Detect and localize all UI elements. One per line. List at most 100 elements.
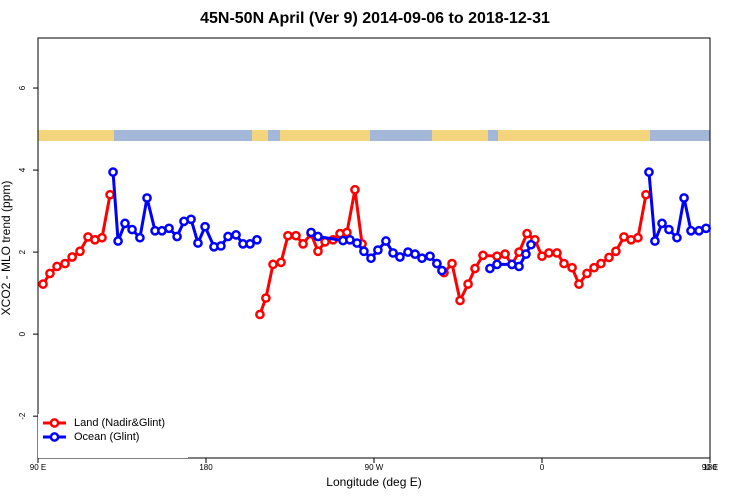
x-tick-label: 90 W xyxy=(365,463,384,472)
data-point xyxy=(432,258,442,269)
chart-title: 45N-50N April (Ver 9) 2014-09-06 to 2018… xyxy=(200,10,550,27)
data-point xyxy=(306,227,316,238)
data-point xyxy=(672,232,682,243)
y-tick-label: 4 xyxy=(18,167,27,172)
data-point xyxy=(276,257,286,268)
data-point xyxy=(611,246,621,257)
data-point xyxy=(67,252,78,262)
land-strip xyxy=(252,130,268,141)
data-point xyxy=(216,241,226,251)
y-tick-label: 0 xyxy=(18,331,27,336)
x-tick-label: 0 xyxy=(540,463,545,472)
data-point xyxy=(679,193,689,203)
data-point xyxy=(381,236,391,246)
data-point xyxy=(164,223,174,234)
land-strip xyxy=(432,130,488,141)
data-point xyxy=(552,248,562,258)
ocean-strip xyxy=(38,130,710,141)
data-point xyxy=(492,251,502,262)
data-point xyxy=(437,265,447,276)
x-tick-label: 90 E xyxy=(30,463,46,472)
data-point xyxy=(596,258,606,269)
legend-marker xyxy=(49,432,60,442)
data-point xyxy=(514,261,524,272)
data-point xyxy=(633,232,643,243)
data-point xyxy=(60,258,70,269)
data-point xyxy=(298,239,308,249)
legend-label: Ocean (Glint) xyxy=(74,431,139,443)
data-point xyxy=(500,249,510,260)
data-point xyxy=(352,238,362,248)
data-point xyxy=(105,189,115,200)
data-point xyxy=(283,230,293,241)
data-point xyxy=(526,239,536,250)
data-point xyxy=(200,221,210,232)
data-point xyxy=(447,258,457,269)
data-point xyxy=(113,236,123,246)
data-point xyxy=(291,230,301,241)
data-point xyxy=(657,218,667,229)
y-tick-label: -2 xyxy=(18,412,27,420)
data-point xyxy=(544,248,554,258)
land-strip xyxy=(280,130,370,141)
data-point xyxy=(521,249,531,260)
x-axis-label: Longitude (deg E) xyxy=(326,475,421,489)
data-point xyxy=(567,262,577,273)
data-point xyxy=(582,268,592,279)
data-point xyxy=(664,224,674,235)
data-point xyxy=(701,223,711,234)
data-point xyxy=(410,249,420,260)
land-strip xyxy=(38,130,114,141)
data-point xyxy=(120,218,130,229)
data-point xyxy=(686,225,696,236)
data-point xyxy=(350,184,360,195)
data-point xyxy=(559,258,569,269)
data-point xyxy=(492,259,502,270)
data-point xyxy=(478,250,488,261)
data-point xyxy=(186,214,196,225)
data-point xyxy=(223,231,233,242)
data-point xyxy=(388,248,398,258)
data-point xyxy=(641,189,651,200)
data-point xyxy=(604,252,614,263)
data-point xyxy=(45,268,55,279)
data-point xyxy=(644,167,654,177)
data-point xyxy=(108,167,118,177)
data-point xyxy=(268,259,278,270)
data-point xyxy=(75,246,85,257)
y-tick-label: 6 xyxy=(18,85,27,90)
data-point xyxy=(193,238,203,248)
data-point xyxy=(455,295,465,306)
data-point xyxy=(313,231,323,242)
legend-label: Land (Nadir&Glint) xyxy=(74,417,165,429)
legend-marker xyxy=(49,418,60,428)
data-point xyxy=(142,193,152,203)
data-point xyxy=(135,232,145,243)
data-point xyxy=(574,279,584,289)
data-point xyxy=(231,230,241,240)
data-point xyxy=(127,224,137,235)
data-point xyxy=(342,227,352,238)
data-point xyxy=(255,309,265,320)
data-point xyxy=(485,263,495,274)
data-point xyxy=(470,263,480,274)
data-point xyxy=(373,245,383,255)
data-point xyxy=(52,261,62,272)
data-point xyxy=(366,253,376,264)
data-point xyxy=(261,293,271,303)
data-point xyxy=(245,239,255,249)
data-point xyxy=(589,262,599,273)
y-tick-label: 2 xyxy=(18,249,27,254)
map-strip xyxy=(38,130,710,141)
land-strip xyxy=(498,130,650,141)
data-point xyxy=(463,279,473,289)
x-tick-label: 180 xyxy=(199,463,213,472)
y-axis-label: XCO2 - MLO trend (ppm) xyxy=(0,181,13,316)
data-point xyxy=(650,236,660,246)
data-point xyxy=(417,253,427,264)
legend: Land (Nadir&Glint) Ocean (Glint) xyxy=(38,414,188,458)
data-point xyxy=(395,252,405,262)
data-point xyxy=(313,246,323,257)
